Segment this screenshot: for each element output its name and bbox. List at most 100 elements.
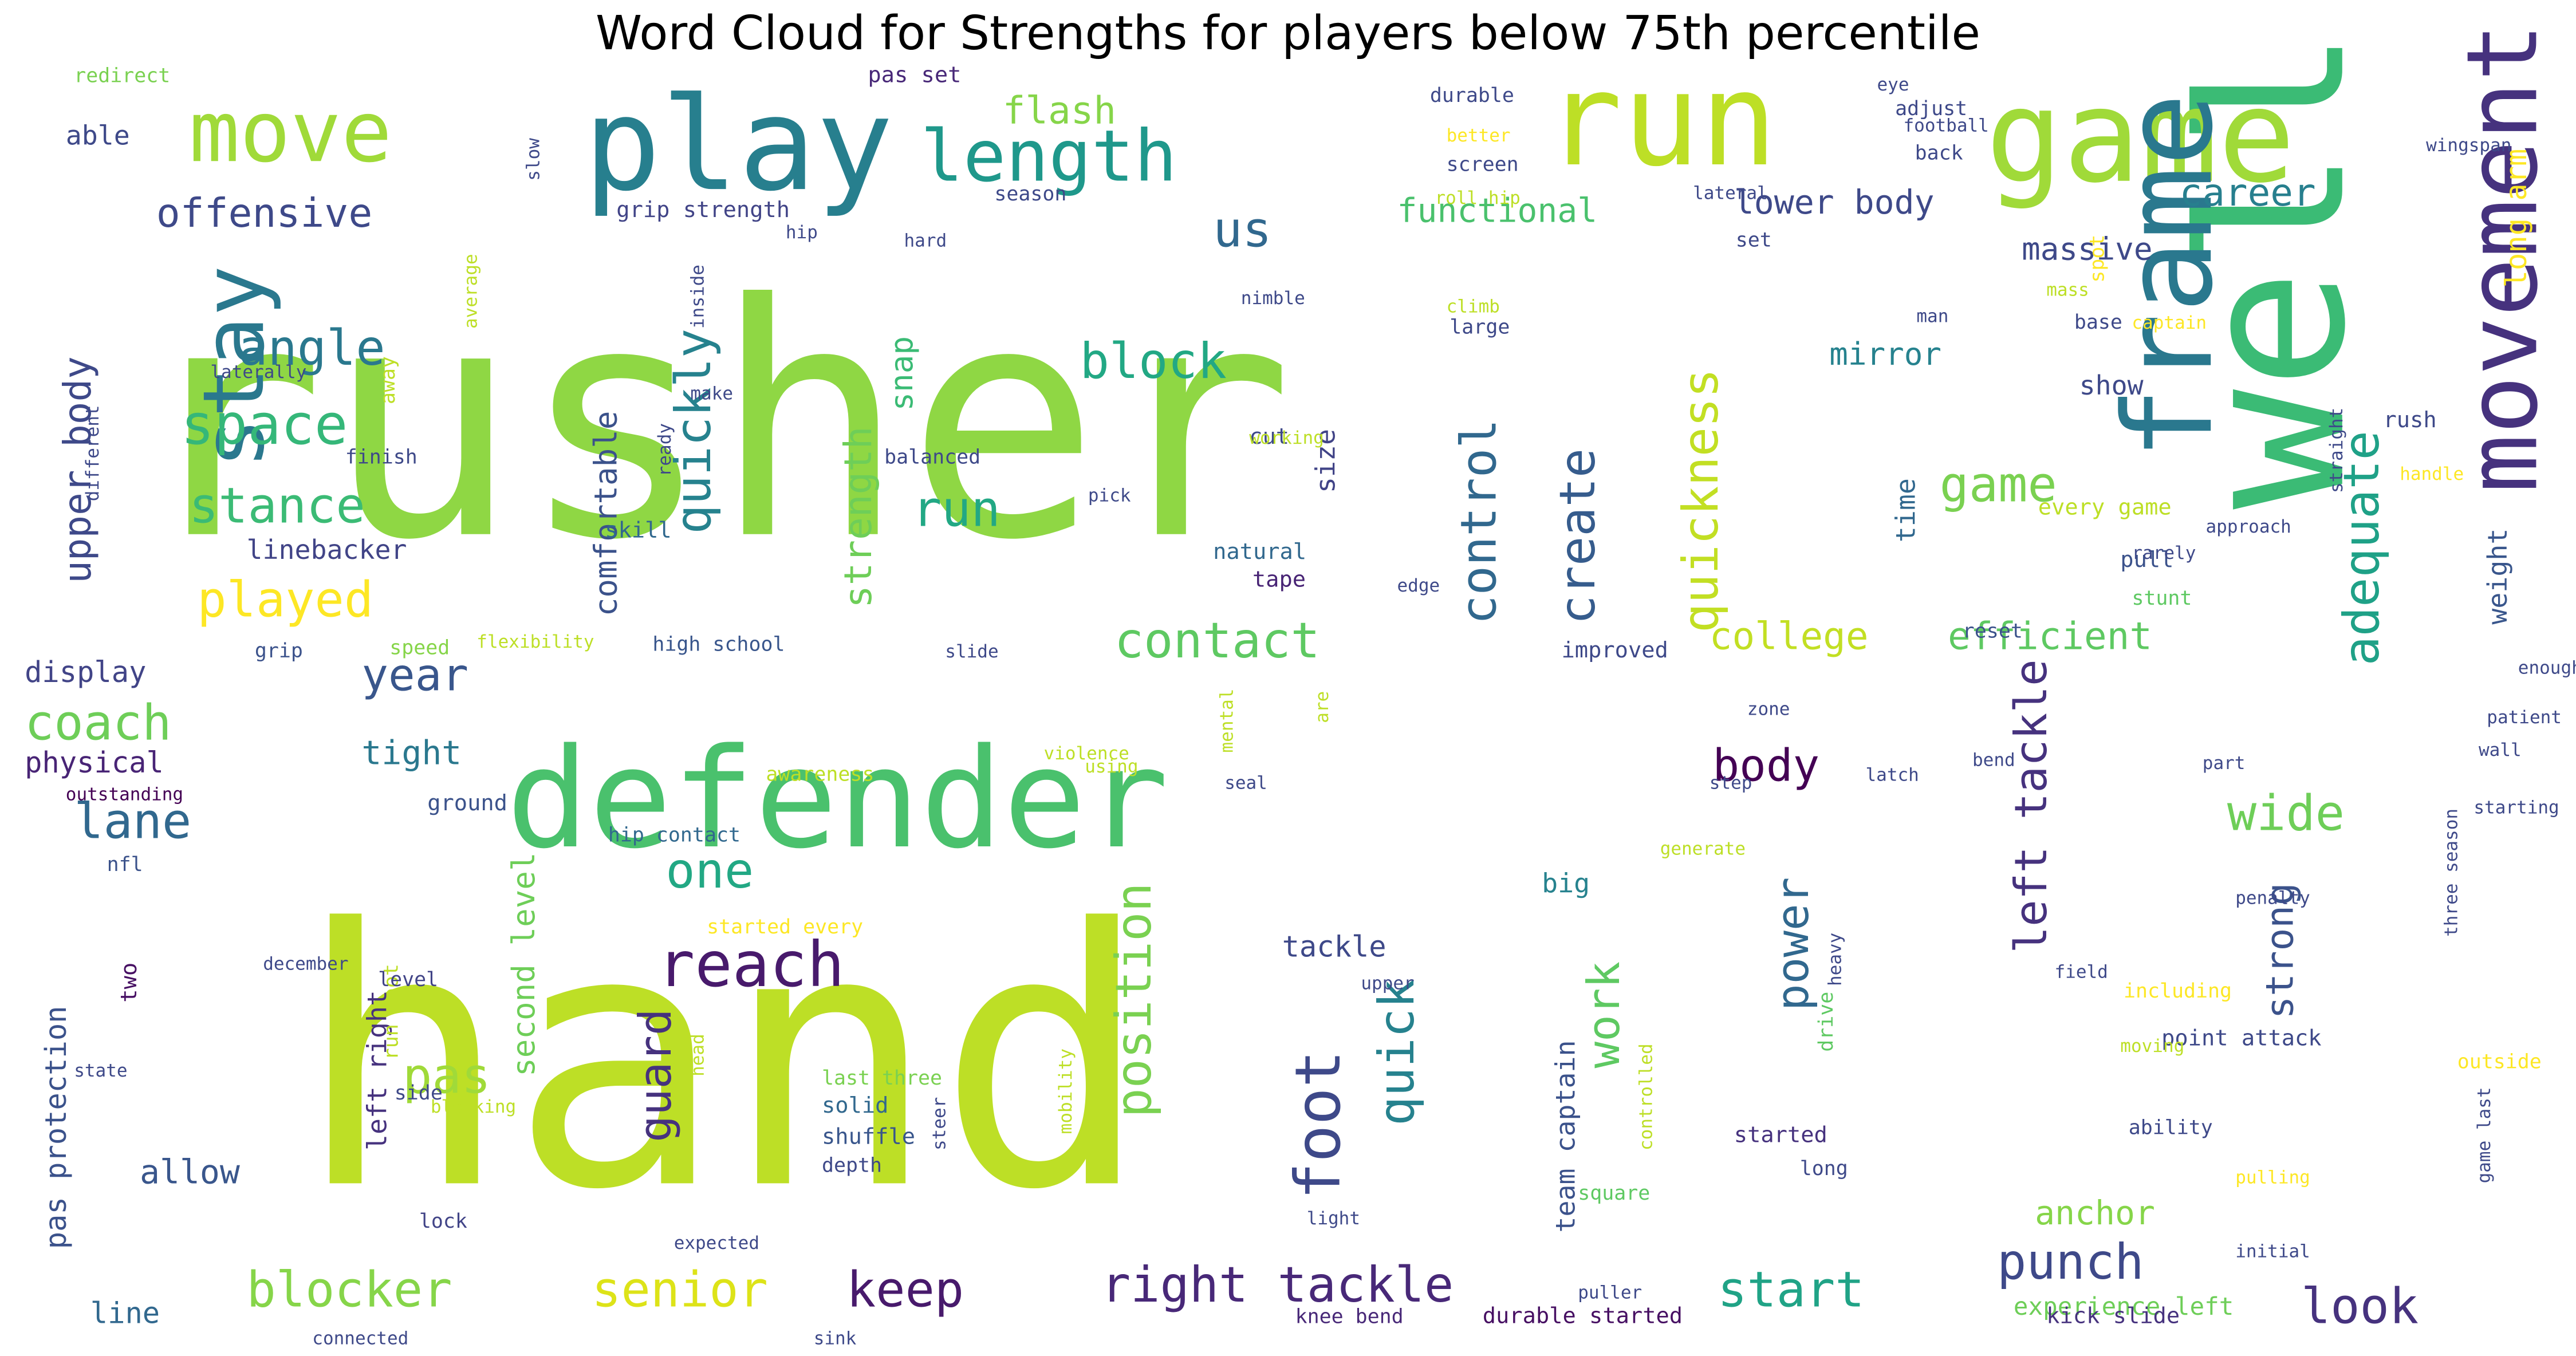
word-pas-set: pas set	[868, 62, 961, 88]
word-left-tackle: left tackle	[2006, 659, 2057, 953]
word-mass: mass	[2046, 280, 2089, 301]
word-reach: reach	[657, 928, 845, 1001]
word-mental: mental	[1217, 689, 1238, 753]
word-pas: pas	[403, 1048, 491, 1105]
word-angle: angle	[238, 320, 385, 377]
word-part: part	[2203, 753, 2246, 774]
word-ground: ground	[427, 790, 507, 816]
word-quick: quick	[1369, 979, 1425, 1126]
word-strength: strength	[836, 427, 880, 608]
word-solid: solid	[822, 1093, 888, 1118]
word-size: size	[1310, 429, 1341, 493]
word-well: well	[2157, 29, 2390, 510]
word-nfl: nfl	[107, 853, 143, 876]
word-stance: stance	[189, 478, 365, 535]
word-show: show	[2079, 370, 2144, 401]
word-every-game: every game	[2038, 494, 2172, 520]
word-seal: seal	[1224, 773, 1267, 794]
word-durable: durable	[1430, 84, 1514, 107]
word-controlled: controlled	[1636, 1043, 1656, 1150]
word-cut: cut	[1249, 424, 1289, 450]
word-laterally: laterally	[210, 362, 306, 383]
word-captain: captain	[2132, 313, 2207, 333]
word-three-season: three season	[2441, 809, 2462, 937]
word-violence: violence	[1044, 743, 1129, 764]
word-state: state	[74, 1061, 127, 1081]
word-coach: coach	[25, 695, 171, 752]
word-depth: depth	[822, 1154, 882, 1177]
word-rush: rush	[2384, 407, 2437, 433]
word-football: football	[1904, 116, 1989, 136]
word-generate: generate	[1660, 838, 1746, 859]
word-set: set	[1736, 229, 1772, 252]
word-snap: snap	[884, 336, 920, 411]
word-punch: punch	[1997, 1234, 2144, 1291]
word-career: career	[2180, 171, 2316, 215]
word-big: big	[1542, 868, 1590, 898]
word-block: block	[1080, 333, 1227, 390]
word-handle: handle	[2400, 464, 2464, 484]
word-defender: defender	[506, 719, 1169, 879]
word-outside: outside	[2457, 1051, 2542, 1074]
word-position: position	[1106, 882, 1163, 1117]
word-inside: inside	[687, 265, 708, 329]
word-strong: strong	[2258, 882, 2302, 1019]
word-patient: patient	[2487, 707, 2562, 728]
word-different: different	[82, 405, 103, 501]
word-climb: climb	[1447, 296, 1500, 317]
word-drive: drive	[1815, 992, 1838, 1052]
word-display: display	[25, 655, 146, 689]
word-heavy: heavy	[1825, 933, 1845, 986]
word-long-arm: long arm	[2499, 149, 2533, 288]
word-power: power	[1767, 877, 1819, 1011]
word-improved: improved	[1562, 637, 1668, 663]
word-large: large	[1450, 316, 1510, 339]
word-base: base	[2074, 311, 2122, 334]
word-grip: grip	[255, 640, 303, 663]
word-efficient: efficient	[1948, 614, 2152, 659]
word-wide: wide	[2227, 785, 2345, 842]
word-move: move	[189, 82, 392, 181]
word-durable-started: durable started	[1483, 1303, 1683, 1329]
word-game-last: game last	[2474, 1087, 2495, 1183]
word-natural: natural	[1213, 539, 1306, 565]
word-steer: steer	[929, 1097, 950, 1150]
word-make: make	[690, 383, 733, 404]
word-anchor: anchor	[2035, 1193, 2155, 1232]
word-blocking: blocking	[431, 1097, 516, 1117]
word-bend: bend	[1972, 750, 2015, 770]
word-sink: sink	[814, 1329, 857, 1349]
word-light: light	[1307, 1208, 1360, 1229]
word-experience-left: experience left	[2014, 1292, 2234, 1321]
word-start: start	[1718, 1262, 1864, 1319]
word-outstanding: outstanding	[66, 785, 183, 805]
word-right-tackle: right tackle	[1101, 1257, 1454, 1314]
word-lower-body: lower body	[1734, 183, 1935, 222]
word-average: average	[460, 254, 481, 329]
word-run-foot: run foot	[380, 964, 403, 1060]
word-awareness: awareness	[766, 763, 874, 786]
word-work: work	[1578, 961, 1630, 1069]
word-point-attack: point attack	[2161, 1025, 2322, 1051]
word-weight: weight	[2482, 529, 2513, 625]
word-us: us	[1213, 202, 1272, 259]
word-create: create	[1550, 448, 1606, 625]
word-lock: lock	[419, 1210, 467, 1233]
word-started-every: started every	[707, 916, 863, 939]
word-frame: frame	[2098, 93, 2240, 460]
word-shuffle: shuffle	[822, 1124, 915, 1150]
word-moving: moving	[2120, 1036, 2184, 1057]
word-run: run	[912, 481, 1001, 538]
word-tape: tape	[1252, 567, 1306, 593]
word-mirror: mirror	[1829, 336, 1941, 372]
word-movement: movement	[2446, 23, 2559, 493]
word-kick-slide: kick slide	[2046, 1303, 2180, 1329]
word-using: using	[1085, 756, 1138, 777]
word-pulling: pulling	[2235, 1167, 2310, 1188]
word-connected: connected	[312, 1329, 408, 1349]
word-man: man	[1916, 306, 1948, 327]
word-skill: skill	[605, 518, 671, 543]
chart-title: Word Cloud for Strengths for players bel…	[596, 6, 1980, 61]
word-linebacker: linebacker	[247, 534, 407, 565]
word-contact: contact	[1114, 613, 1320, 669]
